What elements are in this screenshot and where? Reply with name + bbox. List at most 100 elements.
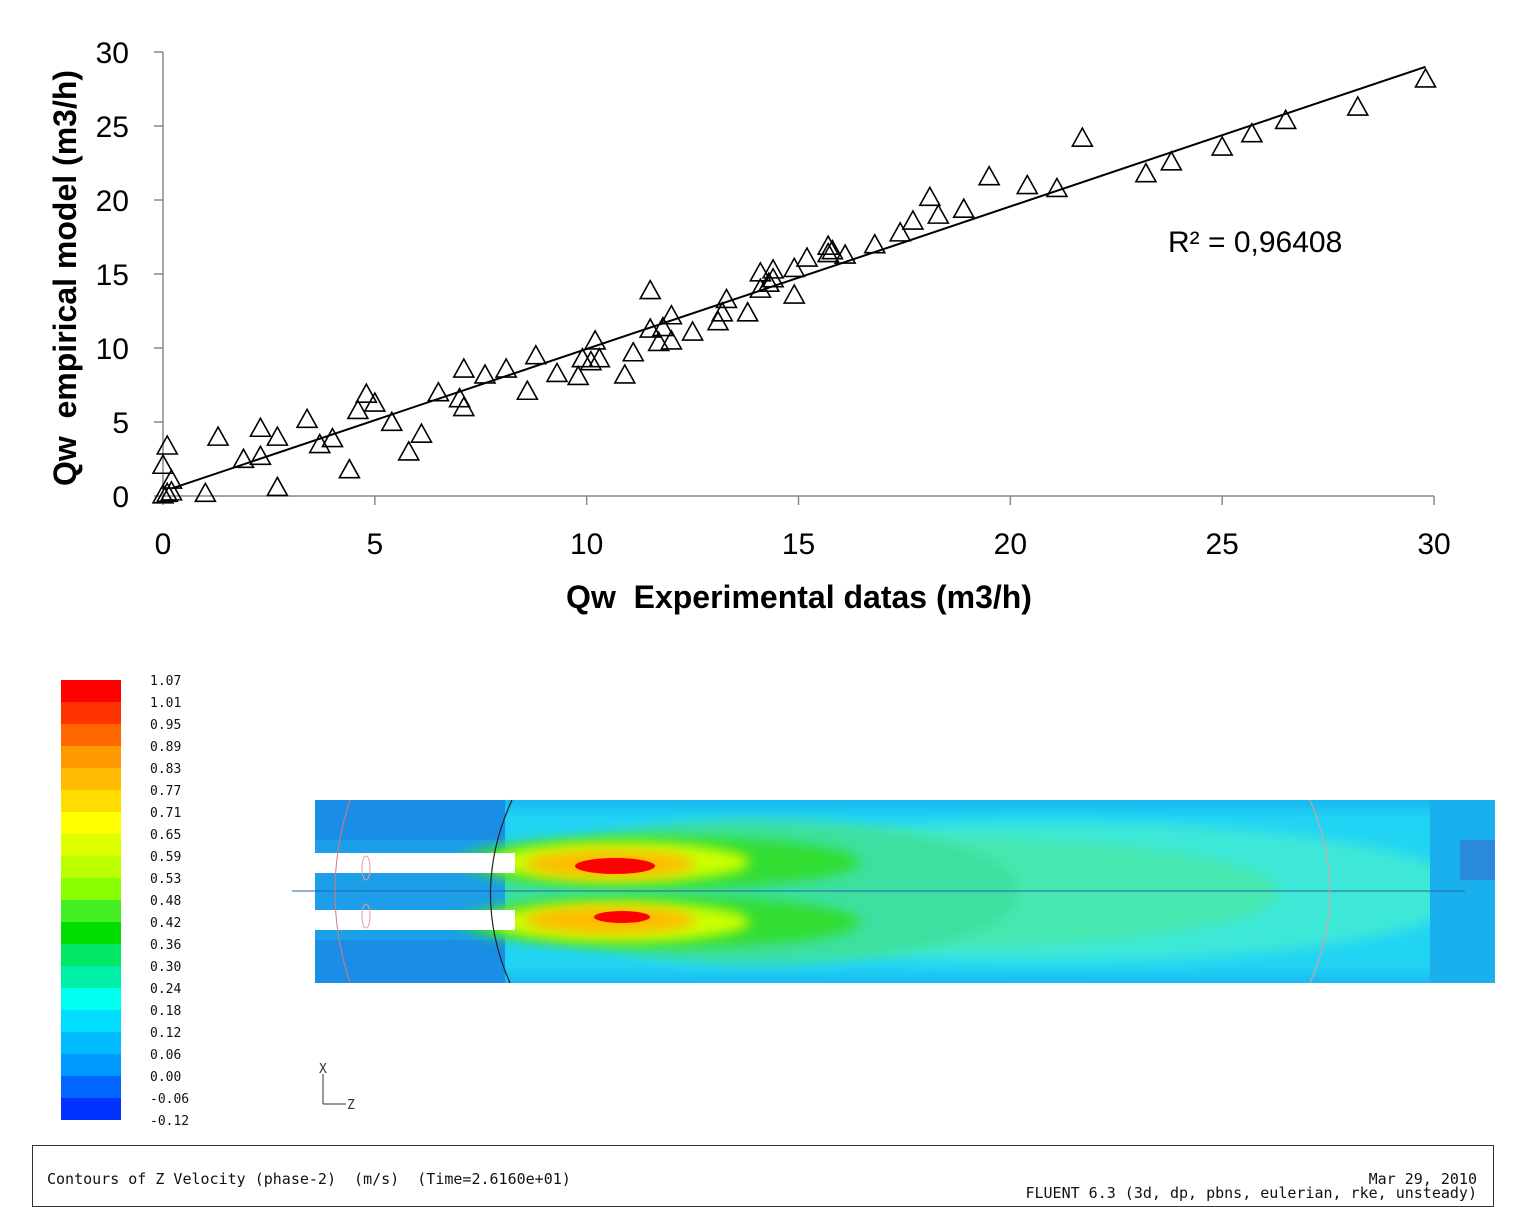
legend-swatch: [61, 966, 121, 988]
data-point: [1274, 108, 1298, 130]
legend-swatch: [61, 856, 121, 878]
data-point: [926, 203, 950, 224]
legend-swatch: [61, 988, 121, 1010]
data-point: [249, 444, 272, 466]
nozzle-wall-upper: [315, 853, 515, 873]
data-point: [660, 304, 683, 325]
axis-x-label: X: [319, 1062, 327, 1077]
y-tick-label: 15: [96, 259, 129, 292]
caption-box: Contours of Z Velocity (phase-2) (m/s) (…: [32, 1145, 1494, 1207]
data-point: [355, 382, 378, 404]
data-point: [1045, 176, 1069, 198]
data-point: [761, 258, 785, 279]
legend-value: 0.53: [150, 872, 182, 887]
data-point: [494, 357, 518, 378]
x-tick-labels: 0 5 10 15 20 25 30: [155, 528, 1451, 561]
data-point: [232, 447, 255, 469]
data-point: [346, 398, 370, 420]
legend-value: 1.07: [150, 674, 182, 689]
data-point: [638, 278, 662, 300]
legend-value: 0.71: [150, 806, 182, 821]
legend-value: -0.12: [150, 1114, 190, 1129]
data-point: [833, 243, 857, 264]
data-point: [321, 426, 344, 448]
legend-swatch: [61, 812, 121, 834]
data-point: [821, 238, 844, 260]
x-tick-label: 15: [782, 528, 815, 561]
data-point: [410, 422, 433, 443]
data-point: [566, 364, 590, 386]
legend-value: 0.18: [150, 1004, 182, 1019]
r-squared-annotation: R² = 0,96408: [1168, 226, 1342, 259]
data-point: [1414, 67, 1437, 88]
data-point: [545, 361, 569, 383]
data-point: [588, 347, 611, 368]
data-point: [363, 391, 387, 412]
data-point: [295, 407, 319, 429]
legend-value: -0.06: [150, 1092, 190, 1107]
data-point: [473, 363, 497, 384]
data-point: [621, 341, 645, 362]
data-point: [160, 468, 183, 489]
x-tick-label: 25: [1205, 528, 1238, 561]
data-point: [681, 320, 704, 341]
data-points: [151, 67, 1437, 504]
legend-value: 0.30: [150, 960, 182, 975]
legend-value: 0.06: [150, 1048, 182, 1063]
data-point: [1015, 173, 1039, 195]
data-point: [715, 287, 738, 309]
data-point: [452, 357, 476, 378]
legend-value: 1.01: [150, 696, 182, 711]
legend-swatch: [61, 1098, 121, 1120]
y-tick-label: 20: [96, 185, 129, 218]
data-point: [266, 475, 289, 497]
data-point: [710, 301, 734, 322]
legend-swatch: [61, 1010, 121, 1032]
data-point: [782, 256, 806, 278]
y-tick-label: 0: [112, 481, 129, 514]
data-point: [757, 271, 781, 293]
scatter-chart: 0 5 10 15 20 25 30 0 5 10 15 20 25 30 Qw Experimenta…: [47, 37, 1451, 615]
data-point: [266, 425, 289, 446]
trendline-segment: [171, 65, 1426, 490]
legend-swatch: [61, 790, 121, 812]
y-tick-label: 30: [96, 37, 129, 70]
data-point: [660, 329, 683, 350]
data-point: [736, 301, 760, 322]
data-point: [249, 416, 272, 438]
color-legend-bar: [61, 680, 121, 1120]
caption-solver: FLUENT 6.3 (3d, dp, pbns, eulerian, rke,…: [1025, 1184, 1477, 1202]
data-point: [613, 363, 637, 384]
legend-swatch: [61, 1076, 121, 1098]
data-point: [888, 221, 912, 242]
data-point: [952, 197, 976, 218]
legend-value: 0.36: [150, 938, 182, 953]
legend-value: 0.24: [150, 982, 182, 997]
data-point: [155, 434, 179, 455]
x-tick-label: 20: [994, 528, 1027, 561]
legend-swatch: [61, 768, 121, 790]
axis-z-label: Z: [347, 1098, 355, 1113]
legend-swatch: [61, 680, 121, 702]
legend-value: 0.95: [150, 718, 182, 733]
contour-plot-panel: 1.07 1.01 0.95 0.89 0.83 0.77 0.71 0.65 0.59 0.53…: [0, 660, 1513, 1207]
legend-value: 0.89: [150, 740, 182, 755]
legend-value: 0.65: [150, 828, 182, 843]
legend-swatch: [61, 702, 121, 724]
data-point: [151, 453, 175, 475]
data-point: [651, 315, 675, 337]
legend-value: 0.12: [150, 1026, 182, 1041]
nozzle-wall-lower: [315, 910, 515, 930]
y-tick-label: 25: [96, 111, 129, 144]
data-point: [761, 267, 785, 288]
x-tick-label: 30: [1417, 528, 1450, 561]
legend-swatch: [61, 944, 121, 966]
caption-date: Mar 29, 2010: [1368, 1170, 1477, 1188]
data-point: [863, 233, 887, 254]
data-point: [749, 277, 772, 298]
y-tick-label: 10: [96, 333, 129, 366]
legend-value: 0.00: [150, 1070, 182, 1085]
data-point: [1346, 95, 1370, 116]
y-tick-label: 5: [112, 407, 129, 440]
legend-swatch: [61, 922, 121, 944]
